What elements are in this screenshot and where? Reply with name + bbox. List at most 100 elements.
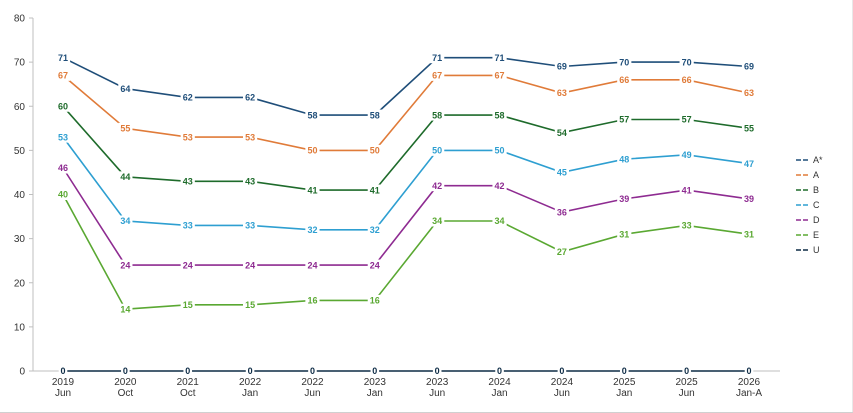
data-label: 0 — [497, 366, 502, 376]
x-tick-label-year: 2025 — [676, 377, 699, 388]
data-label: 71 — [495, 53, 505, 63]
data-label-bg — [180, 175, 195, 187]
x-tick-label-year: 2021 — [177, 377, 200, 388]
data-label: 0 — [248, 366, 253, 376]
data-label-bg — [679, 219, 694, 231]
data-label-bg — [430, 52, 445, 64]
data-label-bg — [367, 294, 382, 306]
data-label-bg — [492, 69, 507, 81]
y-tick-label: 20 — [14, 278, 26, 289]
series-lines — [62, 56, 750, 372]
data-label-bg — [242, 91, 258, 103]
data-label-bg — [305, 144, 320, 156]
data-label-bg — [305, 259, 320, 271]
x-tick-label-period: Jan — [242, 388, 258, 399]
x-tick-label-year: 2022 — [239, 377, 262, 388]
data-label: 67 — [495, 71, 505, 81]
data-label-bg — [242, 131, 258, 143]
x-tick-label-period: Jun — [554, 388, 570, 399]
data-label: 0 — [622, 366, 627, 376]
data-label-bg — [617, 56, 632, 68]
data-label: 24 — [183, 260, 193, 270]
data-label-bg — [430, 144, 445, 156]
data-label-bg — [430, 215, 445, 227]
data-label-bg — [305, 184, 320, 196]
x-tick-label-period: Oct — [118, 388, 134, 399]
data-label: 66 — [682, 75, 692, 85]
data-label: 15 — [183, 300, 193, 310]
data-label: 0 — [185, 366, 190, 376]
data-label: 31 — [619, 229, 629, 239]
data-label: 42 — [495, 181, 505, 191]
data-label-bg — [554, 61, 570, 73]
data-label-bg — [121, 365, 130, 377]
data-label-bg — [679, 149, 694, 161]
data-label: 67 — [58, 71, 68, 81]
data-label-bg — [55, 131, 71, 143]
data-label-bg — [55, 162, 71, 174]
data-label-bg — [118, 171, 133, 183]
data-label: 16 — [307, 296, 317, 306]
legend-label: U — [813, 245, 820, 255]
data-label-bg — [554, 246, 570, 258]
data-label: 31 — [744, 229, 754, 239]
data-label: 0 — [684, 366, 689, 376]
data-label: 53 — [58, 132, 68, 142]
data-label: 39 — [619, 194, 629, 204]
data-label: 49 — [682, 150, 692, 160]
data-label-bg — [679, 113, 694, 125]
data-label: 71 — [58, 53, 68, 63]
data-label: 66 — [619, 75, 629, 85]
data-label-bg — [617, 193, 632, 205]
data-label-bg — [741, 228, 757, 240]
data-label-bg — [308, 365, 317, 377]
data-label: 41 — [370, 185, 380, 195]
data-label-bg — [305, 109, 320, 121]
data-label-bg — [180, 131, 195, 143]
data-label-bg — [180, 299, 195, 311]
data-label: 0 — [60, 366, 65, 376]
x-tick-label-year: 2024 — [551, 377, 574, 388]
data-label: 63 — [744, 88, 754, 98]
data-label: 32 — [370, 225, 380, 235]
x-tick-label-year: 2026 — [738, 377, 761, 388]
data-label-bg — [55, 52, 71, 64]
data-label-bg — [367, 144, 382, 156]
data-label: 60 — [58, 101, 68, 111]
data-label-bg — [58, 365, 68, 377]
series-line-a — [62, 74, 750, 152]
data-label-bg — [242, 219, 258, 231]
data-label-bg — [242, 299, 258, 311]
data-label: 24 — [307, 260, 317, 270]
data-label-bg — [679, 74, 694, 86]
data-label-bg — [495, 365, 504, 377]
data-label: 58 — [495, 110, 505, 120]
data-label: 47 — [744, 159, 754, 169]
data-label-bg — [367, 109, 382, 121]
data-label: 71 — [432, 53, 442, 63]
data-label-bg — [617, 74, 632, 86]
data-label-bg — [682, 365, 691, 377]
data-label: 0 — [372, 366, 377, 376]
data-label-bg — [305, 294, 320, 306]
data-label-bg — [492, 215, 507, 227]
x-tick-label-period: Oct — [180, 388, 196, 399]
y-tick-label: 60 — [14, 102, 26, 113]
data-label: 55 — [120, 124, 130, 134]
data-label-bg — [180, 219, 195, 231]
data-label-bg — [118, 83, 133, 95]
series-line-e — [62, 194, 750, 311]
data-label: 57 — [619, 115, 629, 125]
x-tick-label-period: Jun — [304, 388, 320, 399]
series-line-b — [62, 105, 750, 191]
x-tick-label-year: 2023 — [364, 377, 387, 388]
data-label-bg — [554, 87, 570, 99]
data-label: 58 — [370, 110, 380, 120]
data-label: 70 — [619, 57, 629, 67]
data-label-bg — [679, 56, 694, 68]
x-tick-label-period: Jun — [679, 388, 695, 399]
data-label: 42 — [432, 181, 442, 191]
x-tick-label-period: Jan — [616, 388, 632, 399]
data-label: 0 — [746, 366, 751, 376]
